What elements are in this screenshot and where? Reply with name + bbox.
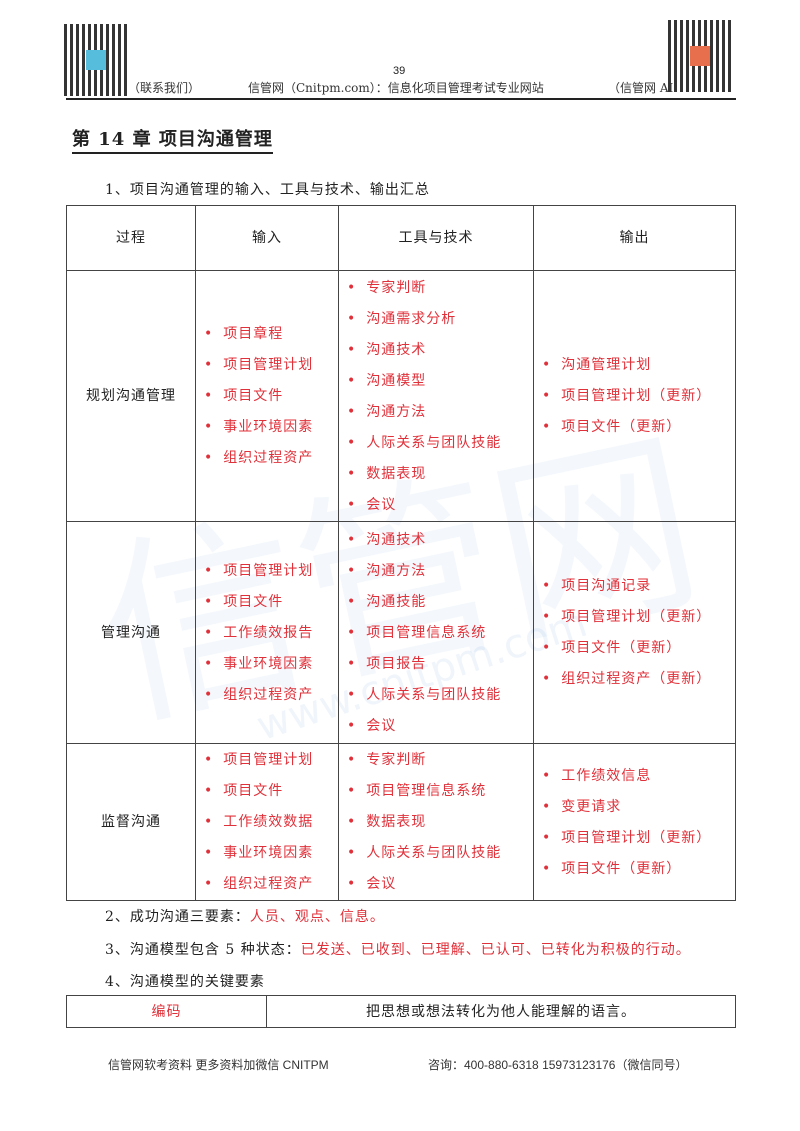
list-item: 项目文件 — [204, 381, 338, 412]
list-item: 人际关系与团队技能 — [347, 427, 533, 458]
header-cell: 输入 — [195, 205, 339, 271]
list-item: 项目管理信息系统 — [347, 776, 533, 807]
list-item: 项目管理计划（更新） — [542, 602, 735, 633]
section-1-heading: 1、项目沟通管理的输入、工具与技术、输出汇总 — [105, 182, 430, 198]
key-elements-table: 编码 把思想或想法转化为他人能理解的语言。 — [66, 995, 736, 1028]
list-item: 组织过程资产 — [204, 443, 338, 474]
list-item: 变更请求 — [542, 791, 735, 822]
list-item: 项目管理计划（更新） — [542, 822, 735, 853]
list-item: 项目沟通记录 — [542, 571, 735, 602]
tools-list: 沟通技术沟通方法沟通技能项目管理信息系统项目报告人际关系与团队技能会议 — [339, 524, 533, 741]
tools-list: 专家判断项目管理信息系统数据表现人际关系与团队技能会议 — [339, 745, 533, 900]
list-item: 组织过程资产 — [204, 869, 338, 900]
list-item: 沟通方法 — [347, 555, 533, 586]
inputs-cell: 项目章程项目管理计划项目文件事业环境因素组织过程资产 — [195, 270, 339, 522]
list-item: 项目管理计划 — [204, 555, 338, 586]
list-item: 沟通技术 — [347, 334, 533, 365]
list-item: 项目管理计划 — [204, 745, 338, 776]
table-row: 编码 把思想或想法转化为他人能理解的语言。 — [66, 995, 736, 1028]
list-item: 事业环境因素 — [204, 838, 338, 869]
header-cell: 过程 — [66, 205, 196, 271]
page-number: 39 — [393, 65, 406, 77]
inputs-cell: 项目管理计划项目文件工作绩效数据事业环境因素组织过程资产 — [195, 743, 339, 901]
list-item: 项目文件 — [204, 776, 338, 807]
list-item: 事业环境因素 — [204, 648, 338, 679]
qr-code-right — [668, 20, 732, 92]
list-item: 会议 — [347, 869, 533, 900]
list-item: 项目管理计划（更新） — [542, 381, 735, 412]
outputs-cell: 沟通管理计划项目管理计划（更新）项目文件（更新） — [533, 270, 736, 522]
list-item: 事业环境因素 — [204, 412, 338, 443]
section-2-label: 2、成功沟通三要素： — [105, 909, 250, 925]
list-item: 项目文件 — [204, 586, 338, 617]
table-row: 监督沟通项目管理计划项目文件工作绩效数据事业环境因素组织过程资产专家判断项目管理… — [66, 743, 736, 901]
list-item: 会议 — [347, 489, 533, 520]
outputs-cell: 项目沟通记录项目管理计划（更新）项目文件（更新）组织过程资产（更新） — [533, 521, 736, 744]
header-right: （信管网 AI — [608, 81, 674, 95]
inputs-list: 项目章程项目管理计划项目文件事业环境因素组织过程资产 — [196, 319, 338, 474]
header-center: 信管网（Cnitpm.com）：信息化项目管理考试专业网站 — [248, 81, 544, 95]
section-4-heading: 4、沟通模型的关键要素 — [105, 974, 265, 990]
list-item: 项目文件（更新） — [542, 633, 735, 664]
inputs-list: 项目管理计划项目文件工作绩效报告事业环境因素组织过程资产 — [196, 555, 338, 710]
list-item: 项目管理计划 — [204, 350, 338, 381]
list-item: 沟通需求分析 — [347, 303, 533, 334]
list-item: 专家判断 — [347, 272, 533, 303]
tools-cell: 专家判断项目管理信息系统数据表现人际关系与团队技能会议 — [338, 743, 534, 901]
table-header-row: 过程 输入 工具与技术 输出 — [66, 205, 736, 271]
term-cell: 编码 — [66, 995, 267, 1028]
outputs-list: 沟通管理计划项目管理计划（更新）项目文件（更新） — [534, 350, 735, 443]
list-item: 沟通管理计划 — [542, 350, 735, 381]
list-item: 项目文件（更新） — [542, 412, 735, 443]
process-cell: 监督沟通 — [66, 743, 196, 901]
list-item: 沟通模型 — [347, 365, 533, 396]
list-item: 数据表现 — [347, 807, 533, 838]
header-cell: 输出 — [533, 205, 736, 271]
list-item: 沟通技术 — [347, 524, 533, 555]
list-item: 工作绩效数据 — [204, 807, 338, 838]
table-row: 管理沟通项目管理计划项目文件工作绩效报告事业环境因素组织过程资产沟通技术沟通方法… — [66, 521, 736, 744]
section-3: 3、沟通模型包含 5 种状态：已发送、已收到、已理解、已认可、已转化为积极的行动… — [105, 940, 691, 960]
inputs-list: 项目管理计划项目文件工作绩效数据事业环境因素组织过程资产 — [196, 745, 338, 900]
list-item: 会议 — [347, 710, 533, 741]
list-item: 沟通方法 — [347, 396, 533, 427]
footer-left: 信管网软考资料 更多资料加微信 CNITPM — [108, 1058, 329, 1072]
chapter-title: 第 14 章 项目沟通管理 — [72, 128, 273, 154]
footer-right: 咨询：400-880-6318 15973123176（微信同号） — [428, 1058, 688, 1072]
list-item: 项目管理信息系统 — [347, 617, 533, 648]
process-cell: 管理沟通 — [66, 521, 196, 744]
list-item: 工作绩效报告 — [204, 617, 338, 648]
list-item: 沟通技能 — [347, 586, 533, 617]
qr-code-left — [64, 24, 128, 96]
summary-table: 过程 输入 工具与技术 输出 规划沟通管理项目章程项目管理计划项目文件事业环境因… — [66, 205, 736, 901]
list-item: 工作绩效信息 — [542, 760, 735, 791]
section-3-label: 3、沟通模型包含 5 种状态： — [105, 942, 301, 958]
section-2: 2、成功沟通三要素：人员、观点、信息。 — [105, 907, 385, 927]
list-item: 人际关系与团队技能 — [347, 838, 533, 869]
section-3-value: 已发送、已收到、已理解、已认可、已转化为积极的行动。 — [300, 942, 691, 958]
list-item: 组织过程资产（更新） — [542, 664, 735, 695]
header-divider — [66, 98, 736, 100]
list-item: 项目报告 — [347, 648, 533, 679]
outputs-cell: 工作绩效信息变更请求项目管理计划（更新）项目文件（更新） — [533, 743, 736, 901]
outputs-list: 工作绩效信息变更请求项目管理计划（更新）项目文件（更新） — [534, 760, 735, 884]
list-item: 项目文件（更新） — [542, 853, 735, 884]
table-row: 规划沟通管理项目章程项目管理计划项目文件事业环境因素组织过程资产专家判断沟通需求… — [66, 270, 736, 522]
section-2-value: 人员、观点、信息。 — [249, 909, 385, 925]
outputs-list: 项目沟通记录项目管理计划（更新）项目文件（更新）组织过程资产（更新） — [534, 571, 735, 695]
list-item: 专家判断 — [347, 745, 533, 776]
header-left: （联系我们） — [128, 81, 201, 95]
list-item: 数据表现 — [347, 458, 533, 489]
definition-cell: 把思想或想法转化为他人能理解的语言。 — [266, 995, 736, 1028]
header-cell: 工具与技术 — [338, 205, 534, 271]
tools-cell: 沟通技术沟通方法沟通技能项目管理信息系统项目报告人际关系与团队技能会议 — [338, 521, 534, 744]
tools-cell: 专家判断沟通需求分析沟通技术沟通模型沟通方法人际关系与团队技能数据表现会议 — [338, 270, 534, 522]
list-item: 人际关系与团队技能 — [347, 679, 533, 710]
inputs-cell: 项目管理计划项目文件工作绩效报告事业环境因素组织过程资产 — [195, 521, 339, 744]
process-cell: 规划沟通管理 — [66, 270, 196, 522]
tools-list: 专家判断沟通需求分析沟通技术沟通模型沟通方法人际关系与团队技能数据表现会议 — [339, 272, 533, 520]
list-item: 项目章程 — [204, 319, 338, 350]
list-item: 组织过程资产 — [204, 679, 338, 710]
